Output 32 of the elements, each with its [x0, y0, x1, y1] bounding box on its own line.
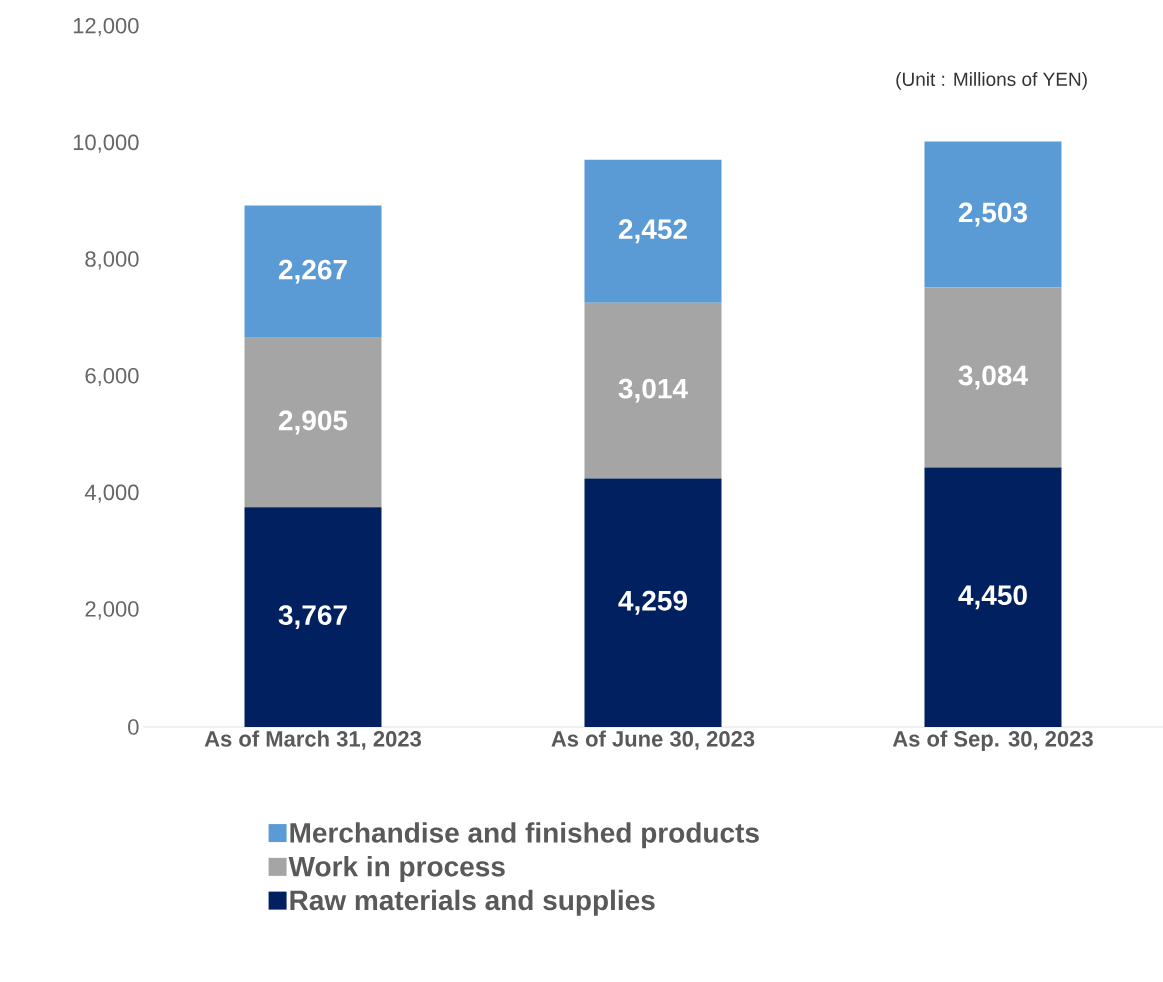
- y-tick-label: 4,000: [84, 484, 139, 503]
- bar: [584, 302, 722, 479]
- data-label: 3,084: [958, 365, 1028, 390]
- bar: [924, 141, 1062, 288]
- legend-label: Work in process: [288, 855, 505, 883]
- data-label: 2,452: [618, 219, 687, 244]
- y-tick-label: 10,000: [73, 134, 139, 153]
- y-tick-label: 2,000: [85, 601, 139, 620]
- bar: [924, 467, 1062, 727]
- y-tick-label: 12,000: [73, 17, 139, 37]
- bar: [924, 287, 1062, 468]
- x-tick-label: As of Sep. 30, 2023: [892, 730, 1093, 752]
- bar: [584, 159, 722, 303]
- y-tick-label: 6,000: [85, 367, 139, 387]
- annotation: (Unit : Millions of YEN): [896, 72, 1087, 90]
- bar: [244, 337, 382, 508]
- y-tick-label: 0: [128, 719, 139, 735]
- legend-label: Raw materials and supplies: [290, 889, 655, 916]
- data-label: 2,503: [958, 202, 1027, 227]
- data-label: 3,014: [618, 378, 688, 403]
- x-tick-label: As of June 30, 2023: [551, 730, 755, 750]
- data-label: 4,450: [958, 585, 1027, 610]
- data-label: 2,905: [278, 410, 348, 435]
- data-label: 2,267: [278, 259, 347, 284]
- bar: [244, 507, 382, 727]
- x-tick-label: As of March 31, 2023: [204, 730, 421, 750]
- bar: [244, 205, 382, 338]
- data-label: 3,767: [278, 605, 347, 630]
- legend-label: Merchandise and finished products: [290, 822, 759, 849]
- data-label: 4,259: [618, 590, 687, 615]
- bar: [584, 478, 722, 727]
- y-tick-label: 8,000: [85, 251, 139, 270]
